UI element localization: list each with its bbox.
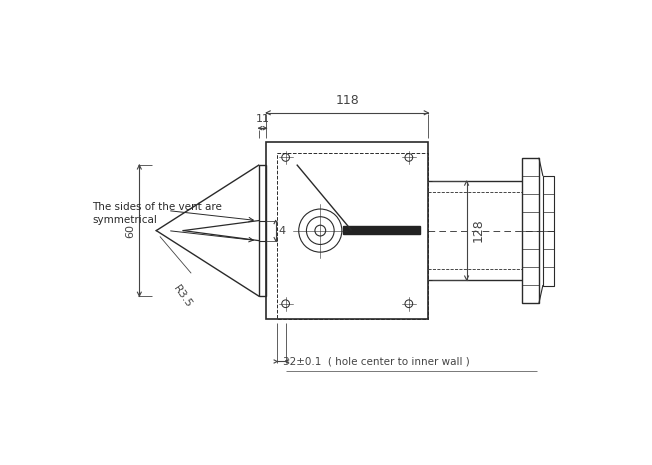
Text: 128: 128 [471, 219, 484, 242]
Bar [522, 158, 539, 303]
Text: 118: 118 [335, 94, 359, 107]
Bar [267, 142, 428, 319]
Text: 11: 11 [256, 113, 269, 124]
Text: 32±0.1  ( hole center to inner wall ): 32±0.1 ( hole center to inner wall ) [284, 357, 470, 366]
Text: R3.5: R3.5 [171, 283, 194, 310]
Text: The sides of the vent are
symmetrical: The sides of the vent are symmetrical [93, 202, 222, 225]
Polygon shape [344, 226, 421, 234]
Text: 4: 4 [278, 226, 286, 236]
Bar [259, 165, 267, 296]
Text: 60: 60 [125, 224, 136, 238]
Bar [277, 153, 428, 319]
Bar [543, 176, 554, 286]
